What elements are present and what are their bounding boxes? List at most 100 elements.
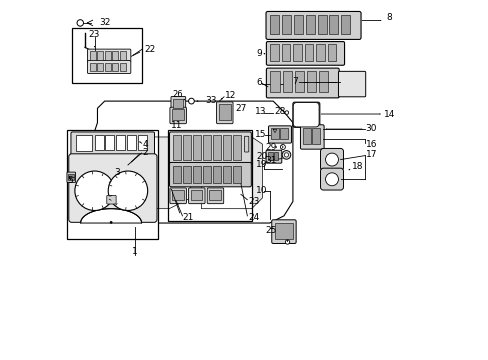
Bar (212, 135, 221, 160)
Bar (67, 130, 158, 239)
FancyBboxPatch shape (338, 71, 365, 97)
FancyBboxPatch shape (244, 136, 248, 152)
Bar (223, 135, 230, 160)
Text: 4: 4 (142, 140, 147, 149)
Circle shape (285, 240, 289, 244)
Bar (89, 51, 96, 59)
Bar (173, 99, 183, 108)
Bar (294, 71, 304, 92)
Text: 13: 13 (255, 107, 266, 116)
FancyBboxPatch shape (293, 103, 319, 127)
Circle shape (282, 150, 290, 159)
FancyBboxPatch shape (169, 107, 186, 124)
Bar (120, 63, 125, 71)
Text: 2: 2 (142, 148, 147, 157)
Bar (137, 135, 146, 149)
Circle shape (285, 111, 288, 114)
Text: 3: 3 (114, 168, 120, 177)
Text: 17: 17 (365, 150, 376, 159)
Bar (116, 135, 125, 149)
Bar (209, 190, 221, 200)
Bar (68, 177, 74, 180)
Bar (303, 128, 310, 144)
Bar (270, 129, 278, 139)
Text: 28: 28 (273, 107, 285, 116)
Bar (317, 15, 326, 35)
Bar (120, 51, 125, 59)
Bar (203, 135, 210, 160)
Bar (281, 44, 290, 61)
Bar (223, 166, 230, 183)
Bar (89, 63, 96, 71)
Bar (68, 174, 74, 177)
Bar (105, 135, 114, 149)
Text: 20: 20 (255, 152, 267, 161)
Text: 31: 31 (265, 156, 276, 165)
Text: 25: 25 (265, 226, 276, 235)
Text: 16: 16 (365, 140, 376, 149)
Text: 23: 23 (247, 197, 259, 206)
Bar (76, 135, 92, 151)
Text: 10: 10 (255, 186, 267, 195)
Bar (172, 190, 183, 200)
Bar (94, 135, 103, 149)
FancyBboxPatch shape (171, 96, 185, 111)
FancyBboxPatch shape (87, 49, 131, 62)
Bar (329, 15, 338, 35)
Bar (282, 15, 290, 35)
Text: 19: 19 (255, 161, 267, 170)
Text: 22: 22 (144, 45, 155, 54)
Bar (233, 166, 241, 183)
Bar (112, 51, 118, 59)
Text: 1: 1 (132, 247, 138, 256)
Circle shape (110, 221, 112, 224)
FancyBboxPatch shape (169, 132, 251, 165)
Text: 14: 14 (384, 109, 395, 118)
Text: 26: 26 (172, 90, 183, 99)
Bar (104, 51, 110, 59)
Bar (218, 104, 230, 120)
FancyBboxPatch shape (320, 168, 343, 190)
Bar (97, 51, 103, 59)
Bar (312, 128, 320, 144)
FancyBboxPatch shape (266, 68, 339, 98)
FancyBboxPatch shape (320, 148, 343, 170)
Text: 11: 11 (171, 121, 182, 130)
FancyBboxPatch shape (188, 188, 204, 204)
Bar (305, 15, 314, 35)
Bar (203, 166, 210, 183)
Bar (183, 135, 190, 160)
Bar (274, 223, 293, 239)
Bar (270, 15, 279, 35)
Polygon shape (137, 137, 190, 209)
Text: 9: 9 (255, 49, 261, 58)
Text: 27: 27 (235, 104, 246, 113)
Circle shape (128, 135, 135, 142)
Text: 24: 24 (247, 213, 259, 222)
Circle shape (77, 20, 83, 26)
Polygon shape (81, 209, 142, 223)
Bar (304, 44, 313, 61)
Circle shape (280, 144, 285, 149)
Polygon shape (201, 137, 262, 209)
FancyBboxPatch shape (69, 154, 157, 222)
Bar (341, 15, 349, 35)
Bar (270, 71, 279, 92)
Bar (190, 190, 202, 200)
Bar (104, 63, 110, 71)
Text: 29: 29 (265, 143, 276, 152)
Text: 21: 21 (183, 213, 194, 222)
Text: 12: 12 (224, 91, 236, 100)
FancyBboxPatch shape (268, 126, 291, 143)
Bar (293, 44, 301, 61)
Bar (192, 135, 201, 160)
Bar (280, 129, 287, 139)
Text: 7: 7 (291, 77, 297, 86)
Text: 18: 18 (351, 162, 363, 171)
Circle shape (325, 173, 338, 186)
Text: 6: 6 (255, 78, 261, 87)
FancyBboxPatch shape (271, 220, 296, 243)
Bar (183, 166, 190, 183)
FancyBboxPatch shape (169, 188, 186, 204)
Text: 5: 5 (67, 176, 73, 185)
